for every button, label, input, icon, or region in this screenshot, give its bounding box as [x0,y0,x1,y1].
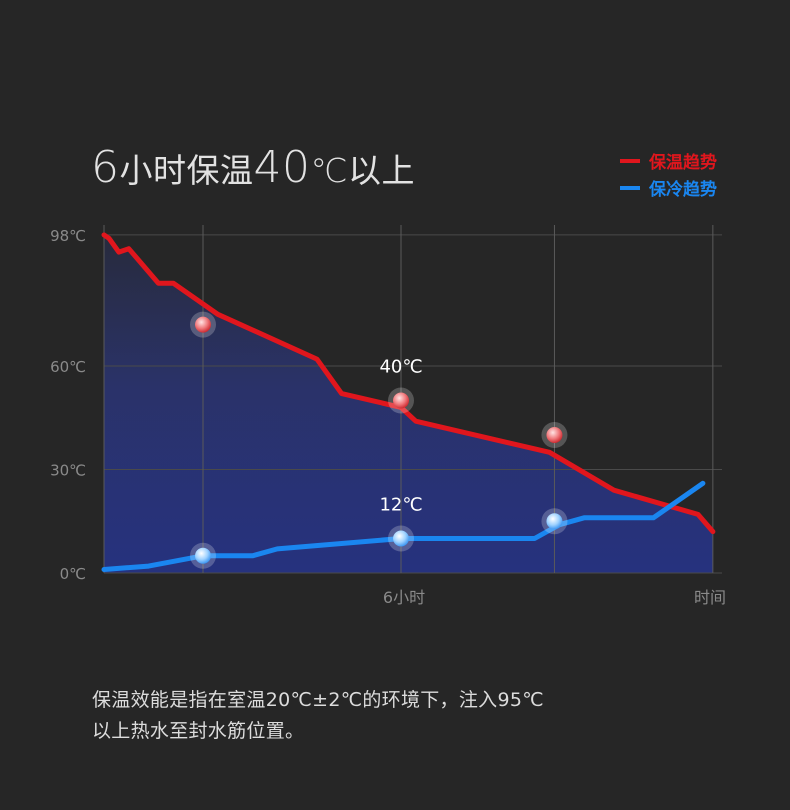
marker-dot-5 [546,513,563,530]
legend: 保温趋势 保冷趋势 [620,147,717,201]
data-point-marker-1 [388,387,414,414]
marker-dot-3 [195,547,211,564]
legend-item-heat: 保温趋势 [620,147,717,174]
title-hours: 6 [91,142,120,193]
chart-area-fill [104,234,713,573]
data-label-0: 40℃ [379,357,422,378]
marker-dot-4 [393,530,409,547]
data-point-marker-4 [388,525,414,552]
x-tick-label-0: 6小时 [383,588,425,607]
series-line-heat [101,232,716,535]
description-line-1: 保温效能是指在室温20℃±2℃的环境下，注入95℃ [92,689,544,711]
data-point-marker-3 [190,542,216,569]
data-label-1: 12℃ [379,495,422,516]
data-point-marker-5 [541,508,568,535]
marker-dot-2 [546,427,563,443]
legend-item-cold: 保冷趋势 [620,174,717,201]
description: 保温效能是指在室温20℃±2℃的环境下，注入95℃ 以上热水至封水筋位置。 [92,685,652,747]
data-point-marker-2 [541,422,568,448]
legend-label-cold: 保冷趋势 [649,180,717,200]
title-text-1: 小时保温 [119,151,254,190]
title-text-2: ℃以上 [310,151,416,190]
marker-dot-1 [393,392,409,409]
legend-swatch-cold [620,185,640,190]
legend-swatch-heat [620,158,640,163]
title-temperature: 40 [253,142,311,193]
marker-dot-0 [195,316,211,333]
y-tick-label-0: 0℃ [60,565,86,583]
x-tick-label-1: 时间 [694,588,726,607]
chart-title: 6小时保温40℃以上 [91,142,415,193]
data-point-marker-0 [190,311,216,338]
description-line-2: 以上热水至封水筋位置。 [92,720,305,742]
y-tick-label-1: 30℃ [50,462,86,480]
y-tick-label-2: 60℃ [50,358,86,376]
y-tick-label-3: 98℃ [50,227,86,245]
legend-label-heat: 保温趋势 [649,153,717,173]
